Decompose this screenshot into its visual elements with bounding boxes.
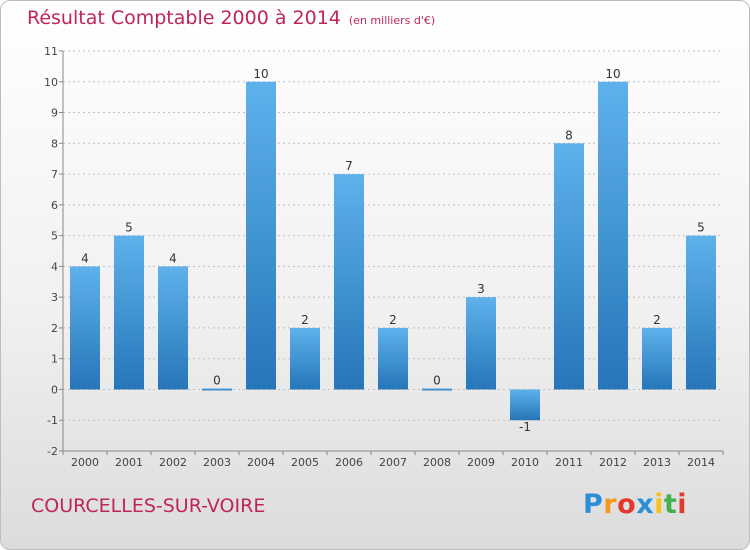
y-tick-label: 1 [51,353,58,366]
data-label: 2 [653,313,661,327]
logo-letter: o [617,489,637,520]
logo-letter: i [654,489,664,520]
y-tick-label: 4 [51,260,58,273]
x-tick-label: 2002 [159,456,187,469]
chart-subtitle: (en milliers d'€) [348,14,436,27]
data-label: 10 [605,67,620,81]
data-label: 2 [301,313,309,327]
x-tick-label: 2008 [423,456,451,469]
x-tick-label: 2004 [247,456,275,469]
x-tick-label: 2003 [203,456,231,469]
data-label: 4 [81,251,89,265]
logo-letter: i [677,489,688,520]
y-tick-label: 9 [51,107,58,120]
logo-letter: t [663,489,678,520]
x-tick-label: 2013 [643,456,671,469]
x-tick-label: 2006 [335,456,363,469]
y-tick-label: 3 [51,291,58,304]
y-tick-label: 6 [51,199,58,212]
commune-name: COURCELLES-SUR-VOIRE [31,495,266,517]
bar [378,327,408,390]
bar [642,327,672,390]
bar [290,327,320,390]
chart-title: Résultat Comptable 2000 à 2014 (en millie… [27,7,435,29]
x-tick-label: 2010 [511,456,539,469]
x-tick-label: 2014 [687,456,715,469]
logo-letter: r [603,489,618,520]
x-tick-label: 2011 [555,456,583,469]
y-tick-label: 0 [51,383,58,396]
data-label: 5 [697,221,705,235]
data-label: 3 [477,282,485,296]
bar [510,389,540,421]
x-tick-label: 2005 [291,456,319,469]
proxiti-logo: Proxiti [583,489,687,520]
bar [598,81,628,390]
data-label: 5 [125,221,133,235]
data-label: 0 [433,373,441,387]
y-tick-label: 2 [51,322,58,335]
x-tick-label: 2000 [71,456,99,469]
bar [114,235,144,390]
bar [686,235,716,390]
data-label: 0 [213,373,221,387]
x-tick-label: 2001 [115,456,143,469]
bar [70,266,100,390]
bar [422,388,452,391]
chart-title-text: Résultat Comptable 2000 à 2014 [27,7,341,29]
y-tick-label: -1 [47,414,58,427]
y-tick-label: 11 [44,45,58,58]
bar [246,81,276,390]
y-tick-label: 7 [51,168,58,181]
data-label: 4 [169,251,177,265]
data-label: 2 [389,313,397,327]
data-label: 10 [253,67,268,81]
data-label: 7 [345,159,353,173]
logo-letter: P [583,489,604,520]
x-tick-label: 2012 [599,456,627,469]
y-tick-label: 10 [44,76,58,89]
bar [158,266,188,390]
logo-letter: x [636,489,655,520]
y-tick-label: -2 [47,445,58,458]
x-tick-label: 2007 [379,456,407,469]
y-tick-label: 5 [51,230,58,243]
y-tick-label: 8 [51,137,58,150]
bar [466,297,496,390]
bar [202,388,232,391]
x-tick-label: 2009 [467,456,495,469]
data-label: -1 [519,420,531,434]
bar [334,174,364,390]
bar [554,143,584,390]
data-label: 8 [565,128,573,142]
